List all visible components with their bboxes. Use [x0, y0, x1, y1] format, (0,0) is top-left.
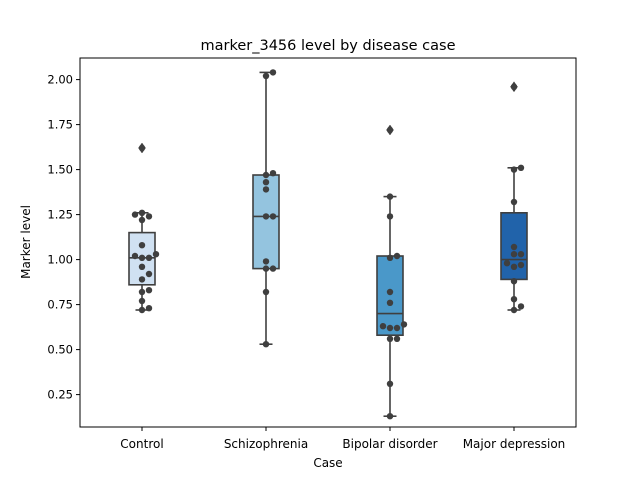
data-point: [145, 270, 153, 278]
data-point: [517, 303, 525, 310]
data-point: [131, 252, 139, 260]
y-axis-label: Marker level: [19, 205, 33, 279]
data-point: [386, 126, 394, 134]
data-point: [386, 335, 394, 342]
data-point: [386, 193, 394, 200]
x-axis-label: Case: [313, 456, 342, 470]
data-point: [262, 341, 270, 348]
data-point: [510, 278, 518, 285]
data-point: [145, 254, 153, 261]
y-tick-label: 0.75: [47, 298, 73, 312]
data-point: [386, 213, 394, 220]
data-point: [517, 251, 525, 258]
data-point: [379, 323, 387, 330]
data-point: [138, 263, 146, 270]
data-point: [269, 170, 277, 177]
data-point: [393, 335, 401, 342]
data-point: [262, 265, 270, 272]
x-tick-label: Major depression: [463, 437, 566, 451]
x-axis: Control Schizophrenia Bipolar disorder Majo…: [120, 427, 565, 451]
data-point: [386, 299, 394, 306]
data-point: [138, 297, 146, 305]
data-point: [269, 69, 277, 76]
box-group: [500, 81, 528, 311]
data-point: [138, 216, 146, 224]
box-group: [376, 124, 404, 418]
data-point: [510, 198, 518, 206]
x-tick-label: Schizophrenia: [224, 437, 308, 451]
data-point: [386, 413, 394, 420]
data-point: [138, 276, 146, 283]
box-iqr: [376, 255, 404, 336]
data-point: [393, 324, 401, 332]
plot-area: [128, 69, 528, 420]
data-point: [510, 166, 518, 173]
chart-title: marker_3456 level by disease case: [201, 38, 456, 54]
data-point: [400, 321, 408, 328]
data-point: [145, 305, 153, 312]
data-point: [517, 261, 525, 269]
data-point: [152, 251, 160, 258]
data-point: [138, 144, 146, 152]
data-point: [517, 164, 525, 171]
data-point: [262, 213, 270, 220]
y-tick-label: 0.25: [47, 388, 73, 402]
data-point: [138, 209, 146, 216]
data-point: [138, 306, 146, 314]
data-point: [262, 288, 270, 296]
data-point: [393, 252, 401, 260]
data-point: [131, 211, 139, 218]
x-tick-label: Control: [120, 437, 163, 451]
y-tick-label: 1.75: [47, 118, 73, 132]
x-tick-label: Bipolar disorder: [342, 437, 437, 451]
data-point: [269, 265, 277, 272]
y-tick-label: 1.50: [47, 163, 73, 177]
data-point: [145, 213, 153, 220]
data-point: [386, 380, 394, 387]
data-point: [262, 186, 270, 193]
plot-frame: [79, 57, 577, 428]
y-tick-label: 1.25: [47, 208, 73, 222]
data-point: [262, 258, 270, 265]
box-group: [252, 71, 280, 346]
data-point: [510, 83, 518, 91]
data-point: [503, 260, 511, 267]
data-point: [138, 242, 146, 249]
y-tick-label: 2.00: [47, 73, 73, 87]
data-point: [138, 254, 146, 261]
data-point: [386, 254, 394, 261]
y-tick-label: 1.00: [47, 253, 73, 267]
data-point: [386, 288, 394, 296]
y-tick-label: 0.50: [47, 343, 73, 357]
y-axis: 0.25 0.50 0.75 1.00 1.25 1.50 1.75 2.00: [47, 73, 80, 402]
box-group: [128, 142, 156, 311]
data-point: [510, 306, 518, 314]
data-point: [145, 287, 153, 294]
data-point: [262, 179, 270, 186]
data-point: [269, 213, 277, 220]
data-point: [386, 324, 394, 332]
data-point: [262, 171, 270, 179]
data-point: [510, 243, 518, 251]
data-point: [510, 263, 518, 270]
data-point: [510, 296, 518, 303]
data-point: [510, 251, 518, 258]
data-point: [138, 288, 146, 296]
data-point: [262, 72, 270, 80]
